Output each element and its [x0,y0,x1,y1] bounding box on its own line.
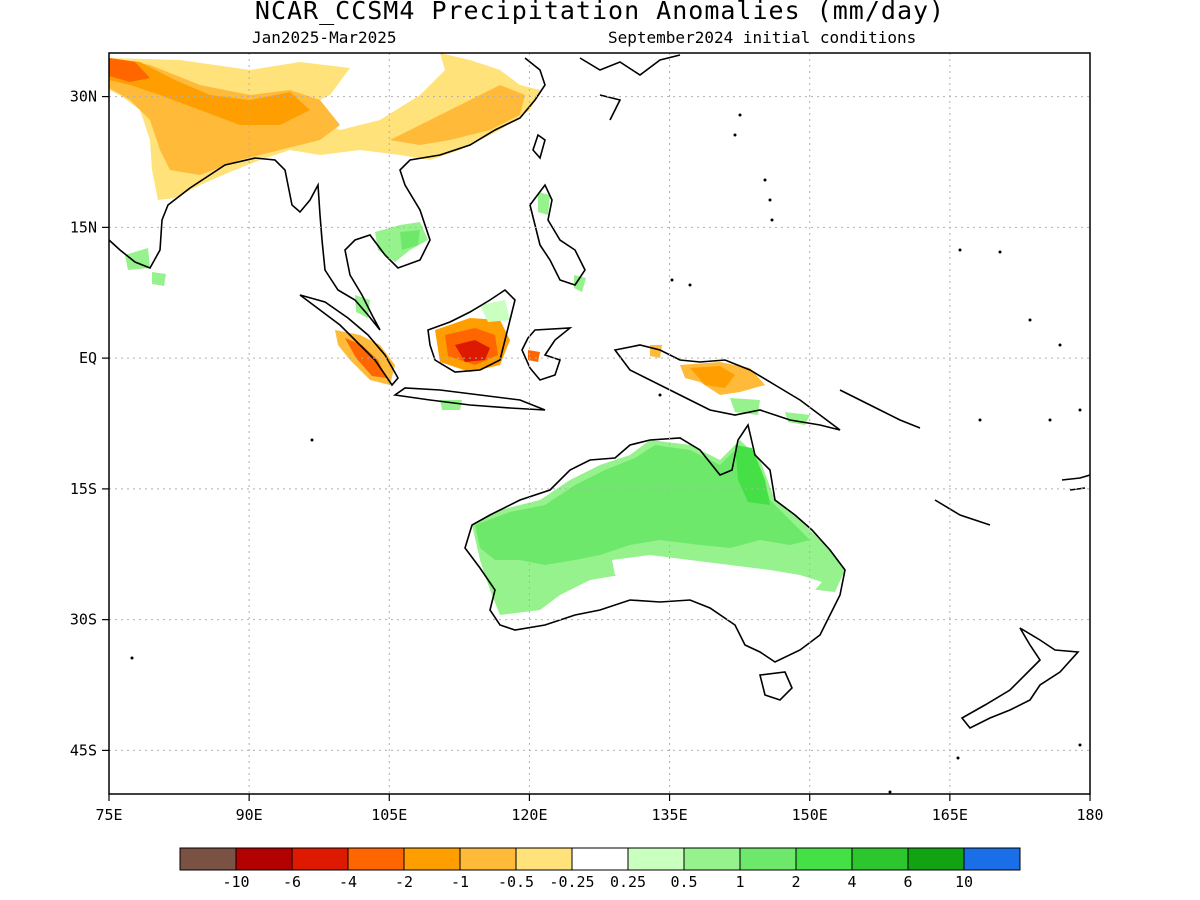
colorbar-swatch [235,847,293,871]
anomaly-himalaya-strong [109,58,150,82]
lon-tick-label: 165E [932,806,968,824]
colorbar-swatch [179,847,237,871]
colorbar-label: 0.5 [670,873,697,891]
pacific-islands [130,113,1082,794]
colorbar-label: -0.5 [498,873,534,891]
colorbar-label: -6 [283,873,301,891]
coast-taiwan [532,133,546,160]
coast-borneo [427,288,516,373]
colorbar-label: -10 [222,873,249,891]
anomaly-himalaya-west [109,58,310,125]
coast-new-guinea [613,344,841,431]
colorbar-swatch [907,847,965,871]
coast-philippines [529,183,586,286]
anomaly-borneo-core [455,340,490,362]
coast-solomon [839,389,991,526]
colorbar-swatch [347,847,405,871]
initial-conditions: September2024 initial conditions [608,28,917,47]
colorbar-swatch [739,847,797,871]
anomaly-sri-lanka [125,248,150,270]
anomaly-south-china-core [390,85,525,145]
anomaly-sumatra-core [345,338,386,378]
lat-tick-label: EQ [79,349,97,367]
anomaly-australia-northeast [735,445,770,505]
colorbar-swatch [627,847,685,871]
colorbar-label: 4 [847,873,856,891]
anomaly-luzon-strait [574,275,586,292]
anomaly-australia-north-core [475,445,810,565]
lon-tick-label: 150E [792,806,828,824]
colorbar-label: 2 [791,873,800,891]
colorbar-swatch [571,847,629,871]
lon-tick-label: 180 [1076,806,1103,824]
colorbar-swatch [795,847,853,871]
anomaly-shading [109,53,845,615]
anomaly-indochina-core [400,230,420,250]
lat-tick-label: 30S [70,611,97,629]
colorbar-label: 6 [903,873,912,891]
colorbar-swatch [851,847,909,871]
plot-frame [108,52,1091,795]
coast-fiji [1061,474,1090,491]
colorbar-label: -1 [451,873,469,891]
coast-java [392,387,546,411]
lat-tick-label: 15S [70,480,97,498]
coast-tasmania [759,671,793,701]
lat-tick-label: 15N [70,218,97,236]
forecast-period: Jan2025-Mar2025 [252,28,397,47]
colorbar-swatch [963,847,1021,871]
axis-ticks [102,95,1091,801]
colorbar [179,847,1021,871]
colorbar-label: 1 [735,873,744,891]
anomaly-borneo-north [480,300,510,322]
colorbar-label: -2 [395,873,413,891]
colorbar-label: -0.25 [549,873,594,891]
lon-tick-label: 135E [652,806,688,824]
lon-tick-label: 120E [511,806,547,824]
coast-new-zealand [960,627,1080,730]
colorbar-swatch [683,847,741,871]
colorbar-swatch [403,847,461,871]
colorbar-swatch [459,847,517,871]
anomaly-sulawesi [528,350,540,362]
anomaly-south-india [152,272,166,286]
anomaly-australia-central [612,555,822,590]
axis-tick-labels: 30N 15N EQ 15S 30S 45S 75E 90E 105E 120E 135E 150E 1… [70,88,1104,824]
coast-japan-korea [579,54,681,121]
lon-tick-label: 90E [236,806,263,824]
lon-tick-label: 75E [95,806,122,824]
colorbar-labels: -10 -6 -4 -2 -1 -0.5 -0.25 0.25 0.5 1 2 4 6 10 [222,873,973,891]
coast-asia-mainland [109,57,546,331]
anomaly-philippines [538,192,550,215]
lat-tick-label: 30N [70,88,97,106]
gridlines [109,53,1090,794]
colorbar-label: 0.25 [610,873,646,891]
colorbar-swatch [515,847,573,871]
colorbar-swatch [291,847,349,871]
anomaly-west-papua [650,345,662,358]
colorbar-label: -4 [339,873,357,891]
coast-australia [464,423,846,663]
anomaly-new-guinea-core [690,366,735,388]
coastlines [109,54,1090,730]
lat-tick-label: 45S [70,741,97,759]
lon-tick-label: 105E [371,806,407,824]
coast-sumatra [299,294,399,387]
chart-title: NCAR_CCSM4 Precipitation Anomalies (mm/d… [254,0,946,25]
coast-sulawesi [521,327,573,381]
colorbar-label: 10 [955,873,973,891]
